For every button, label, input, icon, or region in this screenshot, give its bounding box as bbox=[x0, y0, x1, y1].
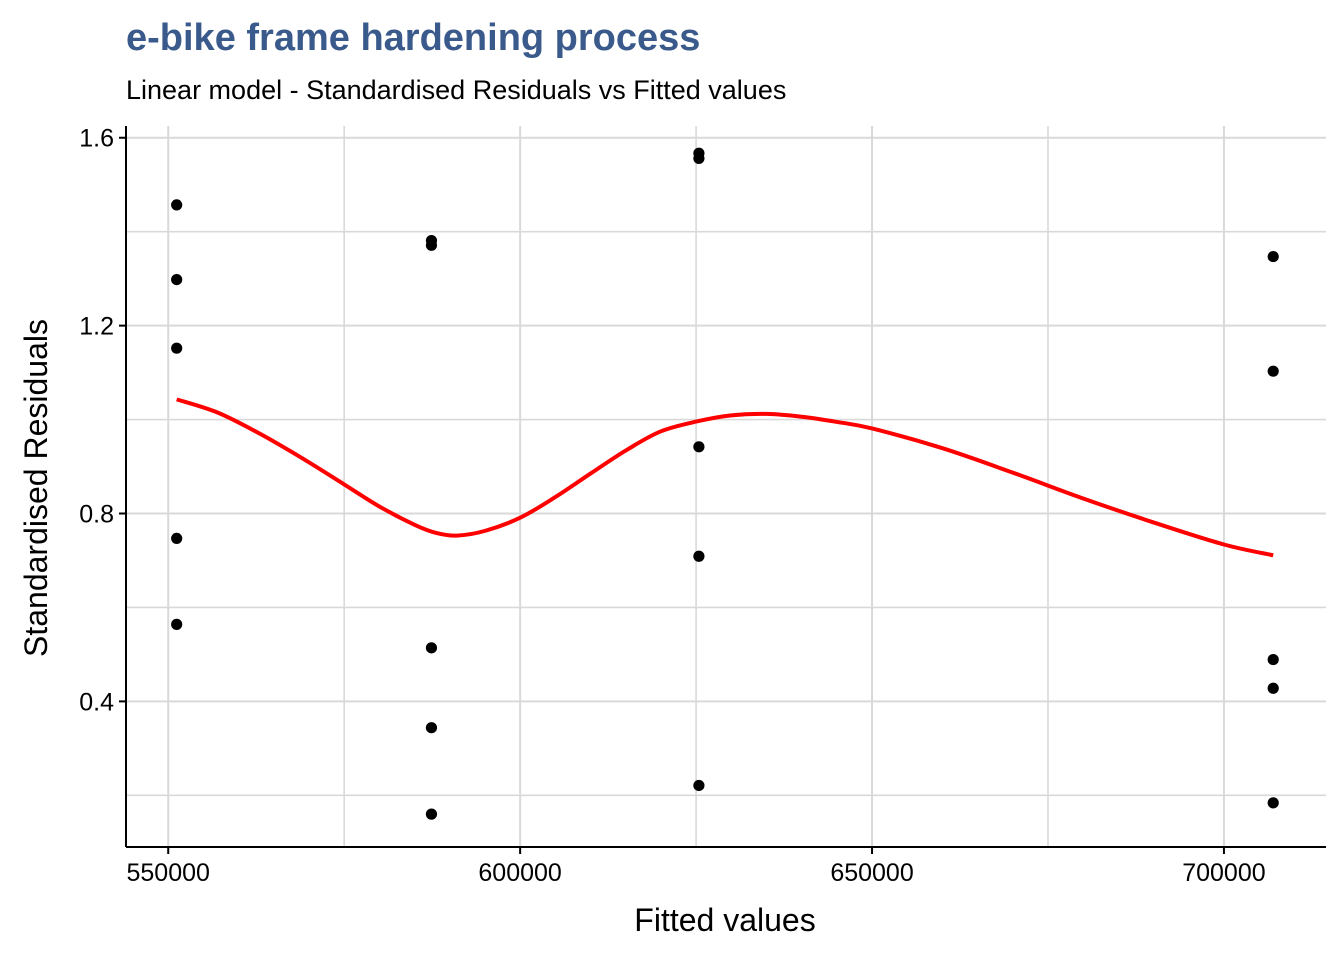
data-point bbox=[171, 618, 183, 630]
data-point bbox=[1267, 250, 1279, 263]
y-tick-label: 0.8 bbox=[79, 501, 114, 529]
tick-labels: 550000 600000 650000 700000 0.4 0.8 1.2 1.6 bbox=[79, 125, 1265, 887]
axes bbox=[125, 126, 1326, 848]
y-tick-label: 0.4 bbox=[79, 688, 114, 716]
data-point bbox=[171, 199, 183, 211]
data-point bbox=[693, 152, 705, 165]
x-axis-title: Fitted values bbox=[634, 902, 815, 938]
data-point bbox=[425, 239, 438, 251]
data-point bbox=[171, 532, 183, 545]
data-point bbox=[171, 342, 183, 354]
data-point bbox=[1267, 682, 1279, 694]
data-point bbox=[425, 642, 438, 654]
x-tick-label: 600000 bbox=[478, 859, 561, 887]
smooth-curve-group bbox=[176, 397, 1274, 558]
data-point bbox=[425, 808, 438, 820]
points-group bbox=[171, 147, 1279, 820]
y-tick-label: 1.6 bbox=[79, 125, 114, 153]
grid bbox=[126, 126, 1326, 847]
data-point bbox=[1267, 797, 1279, 809]
data-point bbox=[171, 273, 183, 286]
data-point bbox=[693, 779, 705, 792]
chart-title: e-bike frame hardening process bbox=[126, 17, 700, 59]
smooth-curve bbox=[176, 397, 1274, 558]
data-point bbox=[693, 550, 705, 562]
x-tick-label: 650000 bbox=[830, 859, 913, 887]
data-point bbox=[425, 722, 438, 734]
data-point bbox=[1267, 365, 1279, 377]
data-point bbox=[693, 441, 705, 453]
y-axis-title: Standardised Residuals bbox=[18, 319, 54, 657]
x-tick-label: 700000 bbox=[1182, 859, 1265, 887]
chart-subtitle: Linear model - Standardised Residuals vs… bbox=[126, 75, 786, 105]
y-tick-label: 1.2 bbox=[79, 313, 114, 341]
x-tick-label: 550000 bbox=[127, 859, 210, 887]
data-point bbox=[1267, 653, 1279, 666]
